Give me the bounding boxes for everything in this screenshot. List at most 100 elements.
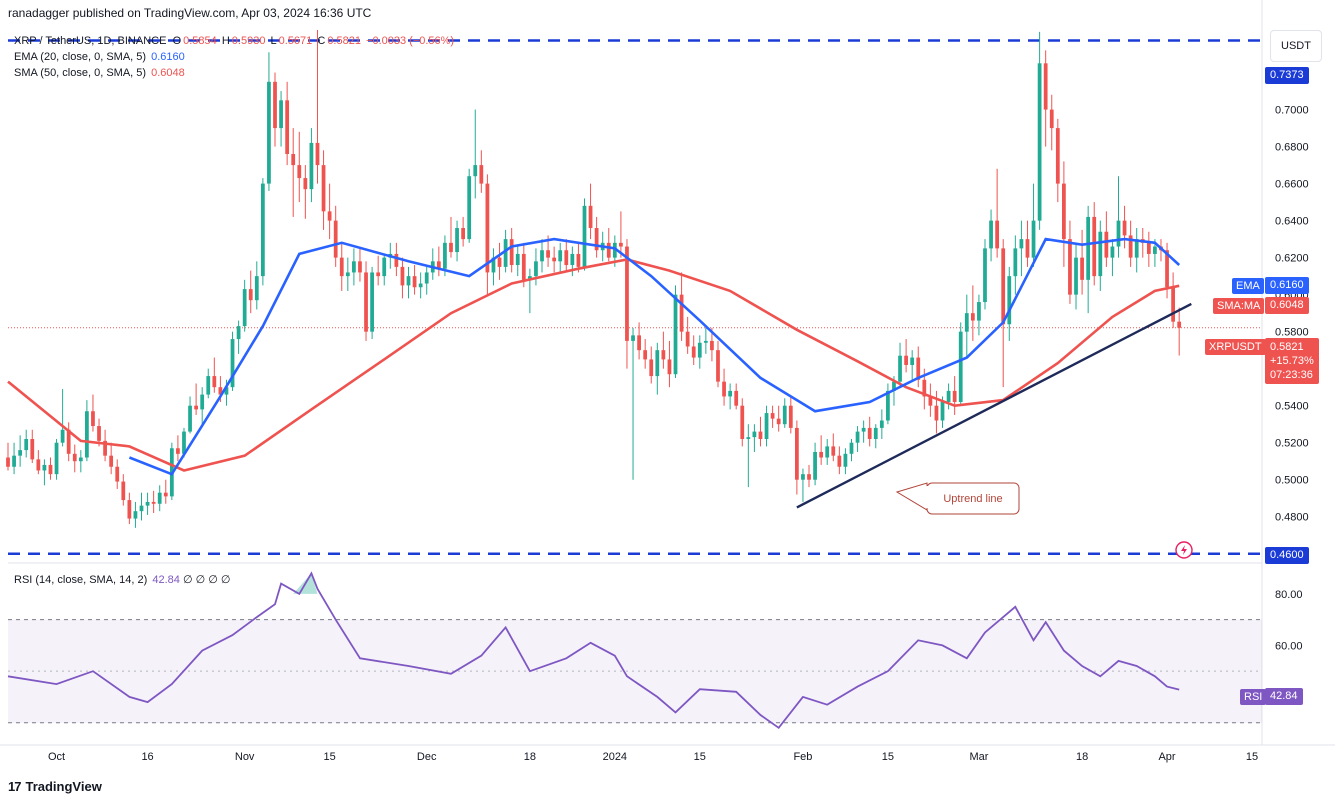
candle-body	[18, 450, 23, 456]
candle-body	[1092, 216, 1097, 277]
candle-body	[1122, 220, 1127, 236]
candle-body	[958, 331, 963, 402]
candle-up	[527, 268, 532, 314]
rsi-tick-label: 80.00	[1275, 589, 1303, 601]
candle-up	[515, 246, 520, 277]
legend-ohlc: O 0.5854 H 0.5930 L 0.5671 C 0.5821 −0.0033 …	[170, 35, 457, 47]
candle-down	[6, 442, 10, 471]
last-price-tag: 0.5821 +15.73% 07:23:36	[1265, 338, 1319, 384]
candle-down	[1055, 118, 1060, 203]
candle-body	[1171, 287, 1175, 322]
candle-body	[382, 257, 387, 277]
price-tick-label: 0.6200	[1275, 253, 1309, 265]
candle-body	[121, 481, 126, 501]
candle-up	[1074, 242, 1078, 310]
candle-body	[740, 405, 745, 440]
candle-body	[1146, 242, 1151, 254]
candle-body	[6, 457, 10, 467]
candle-up	[54, 439, 59, 480]
candle-up	[910, 350, 915, 382]
candle-down	[509, 228, 514, 273]
low-label: L	[270, 35, 277, 47]
candle-body	[115, 466, 120, 482]
candle-down	[831, 433, 836, 462]
candle-body	[819, 451, 824, 458]
candle-up	[861, 420, 866, 443]
legend-symbol[interactable]: XRP / TetherUS, 1D, BINANCE	[14, 35, 167, 47]
candle-up	[825, 439, 830, 465]
candle-down	[273, 72, 277, 147]
candle-body	[279, 100, 283, 129]
candle-down	[1062, 161, 1066, 267]
candle-down	[48, 457, 53, 480]
candle-body	[558, 250, 563, 262]
candle-body	[873, 427, 878, 440]
tradingview-logo[interactable]: 17 TradingView	[8, 779, 102, 794]
legend-rsi-row[interactable]: RSI (14, close, SMA, 14, 2) 42.84 ∅ ∅ ∅ …	[14, 573, 230, 586]
candle-up	[534, 248, 538, 286]
candle-down	[115, 459, 120, 489]
candle-body	[358, 261, 362, 273]
price-tick-label: 0.6400	[1275, 216, 1309, 228]
candle-body	[970, 313, 975, 321]
candle-body	[163, 492, 168, 497]
candle-body	[273, 81, 277, 129]
annotation: Uptrend line	[895, 482, 1020, 515]
candle-up	[631, 327, 635, 480]
candle-body	[1025, 239, 1030, 258]
candle-body	[479, 165, 484, 184]
candle-body	[1049, 109, 1054, 129]
candle-body	[443, 242, 447, 269]
candle-body	[109, 455, 114, 467]
candle-up	[1019, 220, 1024, 277]
legend-ema-row[interactable]: EMA (20, close, 0, SMA, 5) 0.6160	[14, 51, 185, 63]
time-tick-label: 18	[524, 751, 536, 763]
ema-price-tag: 0.6160	[1265, 277, 1309, 294]
candle-body	[139, 505, 144, 512]
candle-body	[716, 350, 720, 382]
candle-up	[455, 220, 459, 262]
candle-body	[825, 446, 830, 458]
candle-body	[673, 294, 678, 375]
candle-down	[339, 242, 344, 291]
candle-body	[776, 418, 781, 425]
time-tick-label: Nov	[235, 751, 255, 763]
candle-up	[886, 383, 890, 425]
time-tick-label: Oct	[48, 751, 65, 763]
alert-icon[interactable]	[1175, 541, 1193, 559]
candle-down	[995, 168, 1000, 258]
candle-body	[1128, 235, 1133, 258]
currency-button[interactable]: USDT	[1270, 30, 1322, 62]
candle-body	[1116, 220, 1121, 247]
candle-body	[521, 253, 526, 280]
sma-price-tag: 0.6048	[1265, 297, 1309, 314]
candle-up	[309, 128, 314, 203]
legend-sma-row[interactable]: SMA (50, close, 0, SMA, 5) 0.6048	[14, 67, 185, 79]
candle-body	[327, 211, 332, 221]
moving-averages	[7, 237, 1181, 476]
candle-body	[176, 448, 180, 454]
candle-down	[127, 492, 132, 525]
candle-body	[764, 413, 769, 440]
candle-up	[139, 492, 144, 521]
candle-up	[570, 246, 575, 277]
candle-down	[103, 429, 107, 462]
candle-body	[637, 335, 641, 351]
candle-down	[400, 257, 405, 299]
candle-body	[855, 431, 860, 443]
candle-down	[358, 246, 362, 282]
time-tick-label: Dec	[417, 751, 437, 763]
rsi-pane	[7, 571, 1262, 730]
candle-down	[303, 165, 308, 219]
candle-up	[582, 198, 587, 271]
candle-body	[770, 413, 775, 419]
candle-body	[455, 228, 459, 253]
candle-up	[12, 442, 16, 475]
candle-body	[236, 326, 241, 340]
candle-body	[527, 276, 532, 280]
candle-down	[315, 30, 320, 184]
candle-body	[127, 500, 132, 519]
candle-body	[254, 276, 259, 301]
time-tick-label: 15	[882, 751, 894, 763]
